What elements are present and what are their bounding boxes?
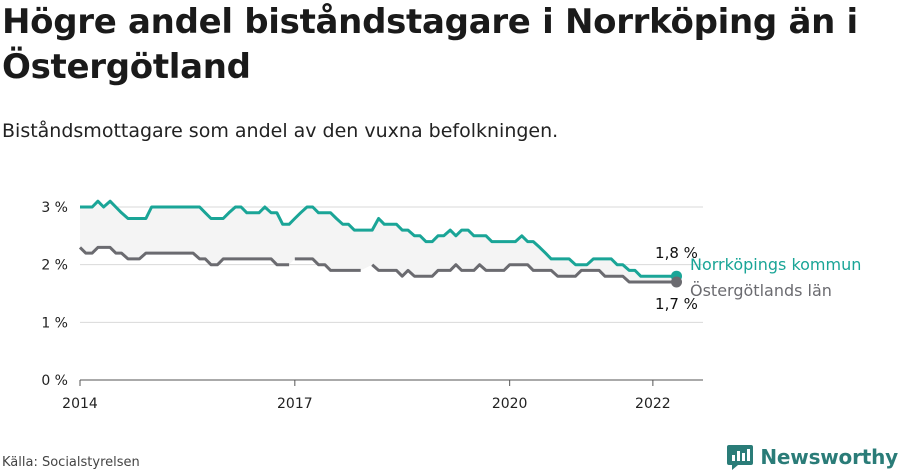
x-tick-label: 2017	[277, 396, 313, 412]
brand[interactable]: Newsworthy	[726, 440, 898, 474]
line-chart: 0 % 1 % 2 % 3 % 2014 2017 2020 2022 1,8 % 1,7 % N…	[41, 199, 861, 412]
axes: 0 % 1 % 2 % 3 % 2014 2017 2020 2022	[41, 200, 703, 412]
series-line-ostergotland	[78, 245, 677, 284]
source-note: Källa: Socialstyrelsen	[2, 455, 140, 470]
chart-subtitle: Biståndsmottagare som andel av den vuxna…	[2, 120, 559, 142]
chart-title: Högre andel biståndstagare i Norrköping …	[2, 2, 858, 87]
end-marker-ostergotland	[671, 276, 683, 288]
value-label-ostergotland: 1,7 %	[655, 295, 698, 313]
x-tick-label: 2020	[492, 396, 528, 412]
area-between-series	[80, 201, 677, 282]
series-labels: 1,8 % 1,7 % Norrköpings kommun Östergötland…	[655, 244, 861, 313]
series-line-norrkoping	[80, 199, 677, 278]
x-tick-label: 2014	[62, 396, 98, 412]
series-lines	[78, 199, 683, 288]
y-tick-label: 1 %	[41, 315, 68, 331]
y-tick-label: 3 %	[41, 200, 68, 216]
x-tick-label: 2022	[635, 396, 671, 412]
series-label-norrkoping: Norrköpings kommun	[690, 255, 861, 274]
value-label-norrkoping: 1,8 %	[655, 244, 698, 262]
y-tick-label: 0 %	[41, 373, 68, 389]
brand-name: Newsworthy	[760, 445, 898, 469]
y-tick-label: 2 %	[41, 258, 68, 274]
series-label-ostergotland: Östergötlands län	[690, 281, 832, 300]
series-gap-area	[80, 201, 677, 282]
bar-chart-logo-icon	[727, 445, 754, 470]
